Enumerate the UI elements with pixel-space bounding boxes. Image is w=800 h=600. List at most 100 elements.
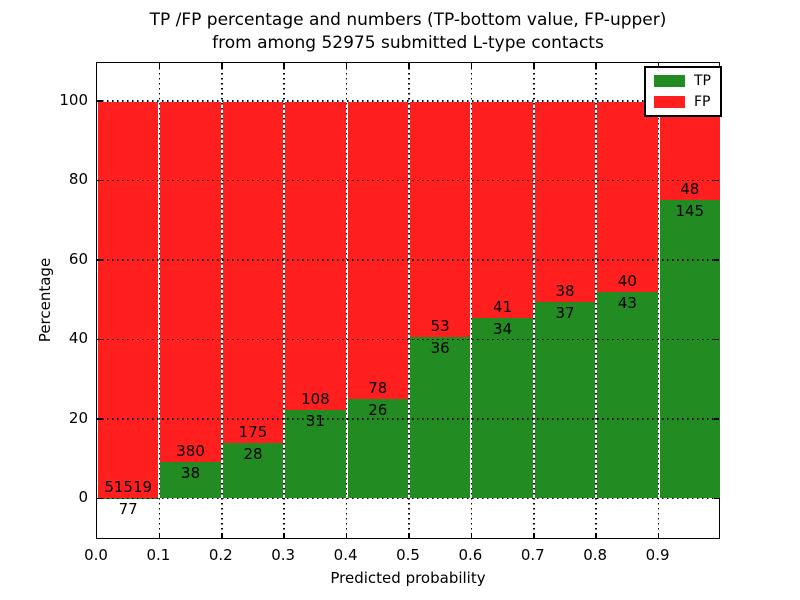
x-tick-label: 0.8	[583, 546, 608, 564]
legend-entry: FP	[654, 95, 711, 109]
y-tick-mark	[97, 100, 102, 102]
x-tick-mark	[595, 63, 597, 68]
x-tick-label: 0.5	[396, 546, 420, 564]
vertical-gridline	[345, 63, 348, 538]
y-tick-mark	[97, 497, 102, 499]
bar-fp-segment	[97, 100, 160, 498]
tp-count-label: 31	[305, 411, 325, 430]
x-tick-mark	[158, 63, 161, 68]
x-tick-mark	[345, 533, 348, 538]
y-tick-mark	[714, 338, 719, 340]
y-tick-label: 40	[68, 329, 88, 348]
y-tick-mark	[714, 418, 719, 420]
horizontal-gridline	[97, 497, 719, 499]
bar-fp-segment	[221, 100, 285, 444]
tp-swatch-icon	[654, 75, 685, 87]
y-tick-label: 60	[68, 249, 88, 268]
x-axis-label: Predicted probability	[330, 569, 486, 587]
vertical-gridline	[283, 63, 285, 538]
bar-tp-segment	[471, 318, 534, 499]
fp-count-label: 53	[430, 317, 450, 336]
x-tick-label: 0.9	[645, 546, 670, 564]
x-tick-mark	[408, 63, 410, 68]
vertical-gridline	[221, 63, 223, 538]
x-tick-mark	[470, 63, 473, 68]
fp-count-label: 78	[368, 378, 388, 397]
fp-count-label: 175	[238, 423, 268, 442]
horizontal-gridline	[97, 338, 719, 340]
x-tick-mark	[283, 63, 285, 68]
x-tick-mark	[408, 533, 410, 538]
x-tick-mark	[595, 533, 597, 538]
vertical-gridline	[533, 63, 535, 538]
chart-title-line1: TP /FP percentage and numbers (TP-bottom…	[149, 10, 667, 30]
vertical-gridline	[470, 63, 473, 538]
chart-title-line2: from among 52975 submitted L-type contac…	[212, 33, 604, 53]
x-tick-label: 0.0	[84, 546, 108, 564]
bar-tp-segment	[658, 199, 721, 499]
bar-tp-segment	[221, 443, 285, 499]
bar-fp-segment	[533, 100, 597, 303]
bar-fp-segment	[409, 100, 472, 338]
vertical-gridline	[408, 63, 410, 538]
tp-count-label: 36	[430, 339, 450, 358]
fp-count-label: 41	[493, 298, 513, 317]
tp-count-label: 145	[675, 201, 705, 220]
x-tick-mark	[533, 63, 535, 68]
fp-swatch-icon	[654, 96, 685, 108]
y-tick-mark	[97, 179, 102, 181]
bar-tp-segment	[533, 302, 597, 499]
legend-label: FP	[694, 94, 711, 110]
tp-count-label: 26	[368, 400, 388, 419]
tp-count-label: 28	[243, 445, 263, 464]
bar-tp-segment	[409, 337, 472, 499]
chart-title: TP /FP percentage and numbers (TP-bottom…	[96, 9, 720, 55]
x-tick-mark	[283, 533, 285, 538]
fp-count-label: 51519	[104, 477, 153, 496]
y-tick-mark	[97, 338, 102, 340]
y-tick-label: 20	[68, 408, 88, 427]
y-tick-label: 0	[78, 488, 88, 507]
x-tick-mark	[158, 533, 161, 538]
bar-tp-segment	[596, 292, 659, 499]
bar-fp-segment	[284, 100, 347, 410]
y-tick-mark	[97, 259, 102, 261]
horizontal-gridline	[97, 418, 719, 420]
horizontal-gridline	[97, 179, 719, 181]
bar-fp-segment	[471, 100, 534, 319]
x-tick-mark	[657, 63, 660, 68]
y-tick-mark	[714, 259, 719, 261]
vertical-gridline	[158, 63, 161, 538]
x-tick-label: 0.2	[208, 546, 233, 564]
x-tick-label: 0.7	[520, 546, 545, 564]
tp-count-label: 38	[181, 464, 201, 483]
x-tick-label: 0.6	[458, 546, 483, 564]
y-tick-mark	[97, 418, 102, 420]
y-tick-mark	[714, 497, 719, 499]
x-tick-label: 0.4	[333, 546, 358, 564]
horizontal-gridline	[97, 100, 719, 102]
legend-entry: TP	[654, 74, 711, 88]
tp-count-label: 34	[493, 320, 513, 339]
bar-tp-segment	[284, 409, 347, 499]
tp-count-label: 43	[617, 294, 637, 313]
bar-fp-segment	[159, 100, 222, 463]
fp-count-label: 48	[680, 179, 700, 198]
y-tick-label: 80	[68, 170, 88, 189]
x-tick-mark	[470, 533, 473, 538]
bar-fp-segment	[346, 100, 409, 399]
tp-count-label: 77	[118, 499, 138, 518]
vertical-gridline	[657, 63, 660, 538]
fp-count-label: 40	[617, 272, 637, 291]
fp-count-label: 380	[176, 442, 205, 461]
bar-fp-segment	[596, 100, 659, 293]
fp-count-label: 38	[555, 282, 575, 301]
horizontal-gridline	[97, 259, 719, 261]
x-tick-mark	[345, 63, 348, 68]
x-tick-mark	[221, 63, 223, 68]
legend-label: TP	[694, 73, 711, 89]
x-tick-label: 0.1	[146, 546, 171, 564]
vertical-gridline	[595, 63, 597, 538]
x-tick-label: 0.3	[271, 546, 296, 564]
